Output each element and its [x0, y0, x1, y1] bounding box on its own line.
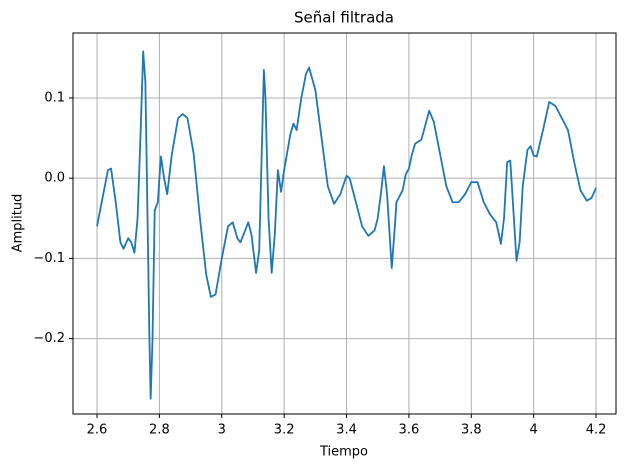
chart-title: Señal filtrada [294, 9, 394, 27]
x-tick-label: 3.8 [461, 423, 482, 438]
x-tick-label: 2.8 [149, 423, 170, 438]
x-tick-label: 3.4 [336, 423, 357, 438]
data-line [96, 50, 597, 400]
x-axis-label: Tiempo [319, 445, 368, 460]
y-tick-label: 0.0 [44, 171, 65, 186]
x-tick-label: 4.2 [586, 423, 607, 438]
y-tick-label: 0.1 [44, 90, 65, 105]
y-tick-label: −0.1 [33, 251, 65, 266]
plot-frame [72, 32, 617, 415]
y-tick-label: −0.2 [33, 331, 65, 346]
x-tick-label: 3 [218, 423, 226, 438]
x-tick-label: 3.2 [274, 423, 295, 438]
x-tick-label: 3.6 [399, 423, 420, 438]
y-axis-label: Amplitud [11, 194, 26, 253]
x-tick-label: 4 [530, 423, 538, 438]
x-tick-label: 2.6 [87, 423, 108, 438]
